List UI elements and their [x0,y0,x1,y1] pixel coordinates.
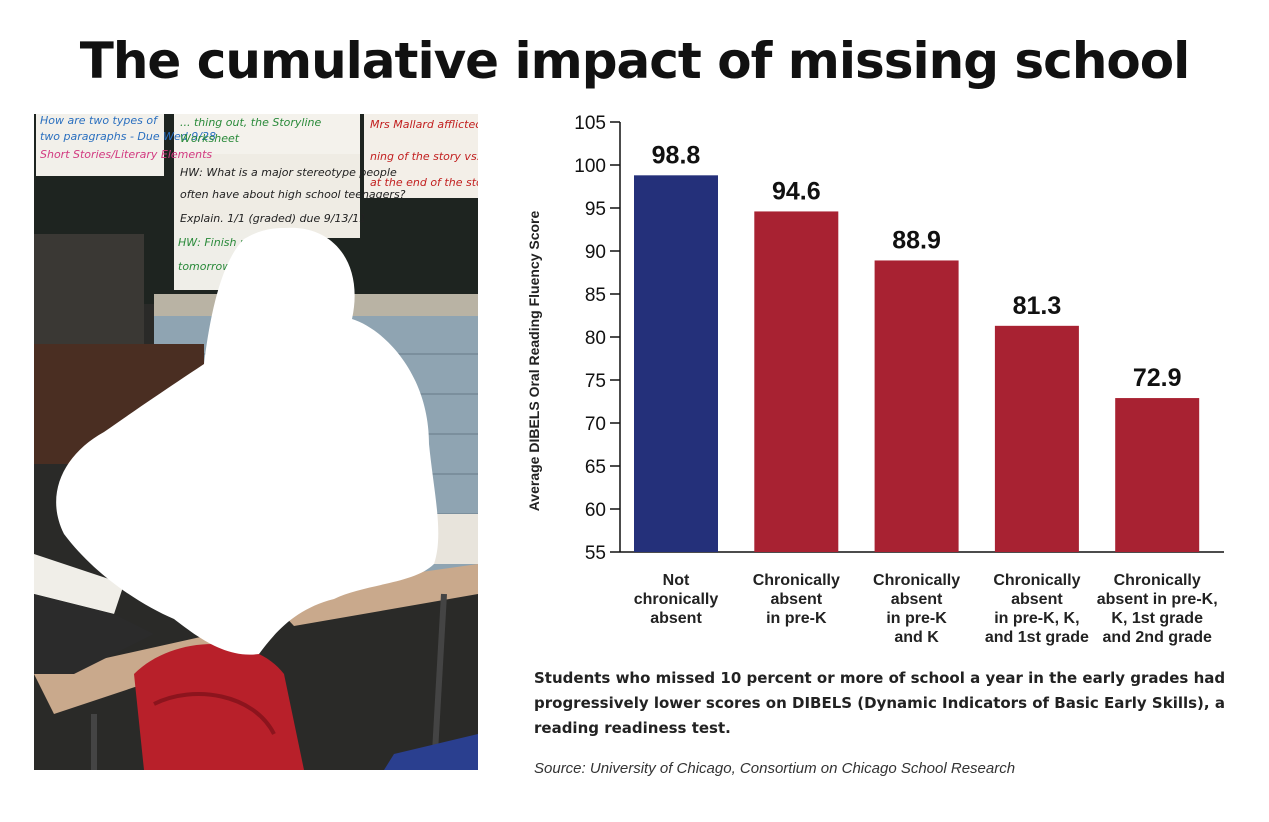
board-line: ning of the story vs. b [370,150,478,163]
y-tick-label: 90 [585,242,606,263]
board-line: How are two types of [40,114,159,127]
y-axis-label: Average DIBELS Oral Reading Fluency Scor… [526,210,542,511]
x-tick-label: in pre-K [766,610,827,627]
bar [994,325,1079,552]
value-labels: 98.8 94.6 88.9 81.3 72.9 [652,141,1182,392]
board-line: Worksheet [180,132,240,145]
board-line: HW: What is a major stereotype people [180,166,397,179]
x-tick-label: and 1st grade [985,629,1089,646]
value-label: 94.6 [772,177,821,205]
y-tick-label: 95 [585,199,606,220]
y-tick-label: 105 [574,113,606,134]
board-line: Short Stories/Literary Elements [40,148,212,161]
x-tick-label: and 2nd grade [1103,629,1212,646]
bar [874,260,959,552]
x-tick-label: absent [1011,591,1063,608]
bar [754,211,839,552]
x-tick-label: absent [650,610,702,627]
x-axis-labels: Not chronically absent Chronically absent in … [634,572,1218,646]
x-tick-label: absent in pre-K, [1097,591,1218,608]
bar-chart: Average DIBELS Oral Reading Fluency Scor… [526,113,1224,646]
x-tick-label: Chronically [753,572,840,589]
board-line: often have about high school teenagers? [180,188,406,201]
y-tick-label: 65 [585,457,606,478]
bar [1115,398,1200,552]
y-tick-label: 60 [585,500,606,521]
y-tick-label: 75 [585,371,606,392]
x-tick-label: K, 1st grade [1111,610,1203,627]
y-tick-label: 85 [585,285,606,306]
student-silhouette [56,227,439,655]
chart-title: The cumulative impact of missing school [79,32,1191,90]
value-label: 98.8 [652,141,701,169]
source-credit: Source: University of Chicago, Consortiu… [534,760,1016,777]
bar [634,175,718,552]
y-tick-label: 100 [574,156,606,177]
x-tick-label: in pre-K, K, [994,610,1079,627]
board-line: HW: Finish ur [178,236,253,249]
value-label: 88.9 [892,226,941,254]
x-tick-label: absent [891,591,943,608]
board-line: two paragraphs - Due Wed 9/28 [40,130,216,143]
x-tick-label: Chronically [1114,572,1201,589]
y-tick-label: 80 [585,328,606,349]
value-label: 72.9 [1133,364,1182,392]
x-tick-label: Not [663,572,690,589]
y-axis-ticks: 55 60 65 70 75 80 85 90 95 100 105 [574,113,620,564]
x-tick-label: Chronically [993,572,1080,589]
bars [634,175,1200,552]
x-tick-label: and K [894,629,939,646]
board-line: at the end of the sto [370,176,478,189]
board-line: tomorrow [178,260,231,273]
board-line: Mrs Mallard afflicted w [370,118,478,131]
chart-note: Students who missed 10 percent or more o… [534,669,1226,737]
y-tick-label: 70 [585,414,606,435]
board-line: Explain. 1/1 (graded) due 9/13/11 [180,212,366,225]
x-tick-label: absent [771,591,823,608]
x-tick-label: in pre-K [886,610,947,627]
x-tick-label: Chronically [873,572,960,589]
x-tick-label: chronically [634,591,719,608]
board-line: ... thing out, the Storyline [180,116,321,129]
classroom-photo: How are two types of two paragraphs - Du… [34,114,478,770]
value-label: 81.3 [1013,292,1062,320]
y-tick-label: 55 [585,543,606,564]
